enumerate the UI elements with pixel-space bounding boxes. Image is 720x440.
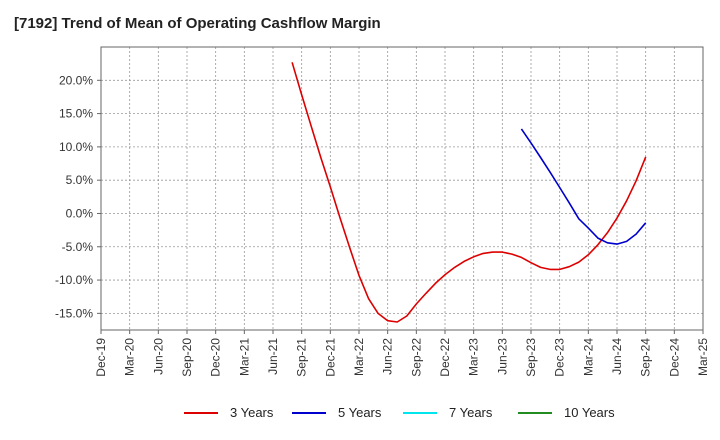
x-tick-label: Jun-21 xyxy=(266,338,280,375)
x-tick-label: Dec-20 xyxy=(209,338,223,377)
y-tick-label: 15.0% xyxy=(59,107,93,121)
legend-swatch-5-years xyxy=(292,411,326,414)
y-tick-label: -10.0% xyxy=(55,273,93,287)
x-axis-ticks: Dec-19 Mar-20 Jun-20 Sep-20 Dec-20 Mar-21 Jun-… xyxy=(94,330,710,377)
legend-item-5-years: 5 Years xyxy=(292,405,381,420)
chart-title: [7192] Trend of Mean of Operating Cashfl… xyxy=(14,15,381,32)
legend-swatch-7-years xyxy=(403,411,437,414)
x-tick-label: Dec-22 xyxy=(438,338,452,377)
y-tick-label: 20.0% xyxy=(59,73,93,87)
series-layer xyxy=(291,62,647,323)
x-tick-label: Jun-20 xyxy=(151,338,165,375)
x-tick-label: Mar-23 xyxy=(467,338,481,376)
x-tick-label: Sep-23 xyxy=(524,338,538,377)
x-tick-label: Mar-25 xyxy=(696,338,710,376)
x-tick-label: Dec-23 xyxy=(553,338,567,377)
x-tick-label: Mar-22 xyxy=(352,338,366,376)
x-tick-label: Mar-20 xyxy=(123,338,137,376)
y-axis-ticks: 20.0% 15.0% 10.0% 5.0% 0.0% -5.0% -10.0% -15.0% xyxy=(55,73,101,320)
x-tick-label: Jun-24 xyxy=(610,338,624,375)
y-tick-label: -15.0% xyxy=(55,306,93,320)
x-tick-label: Jun-22 xyxy=(381,338,395,375)
x-tick-label: Dec-21 xyxy=(323,338,337,377)
y-tick-label: 0.0% xyxy=(66,206,94,220)
legend-item-10-years: 10 Years xyxy=(518,405,615,420)
legend-label-5-years: 5 Years xyxy=(338,405,382,420)
x-tick-label: Dec-24 xyxy=(667,338,681,377)
x-tick-label: Sep-22 xyxy=(409,338,423,377)
x-tick-label: Mar-24 xyxy=(581,338,595,376)
legend-item-7-years: 7 Years xyxy=(403,405,492,420)
legend-swatch-3-years xyxy=(184,411,218,414)
legend-swatch-10-years xyxy=(518,411,552,414)
y-tick-label: 10.0% xyxy=(59,140,93,154)
plot-frame xyxy=(100,46,704,331)
legend-label-10-years: 10 Years xyxy=(564,405,615,420)
x-tick-label: Dec-19 xyxy=(94,338,108,377)
legend-item-3-years: 3 Years xyxy=(184,405,273,420)
legend-label-3-years: 3 Years xyxy=(230,405,274,420)
y-tick-label: 5.0% xyxy=(66,173,94,187)
series-line-5-years xyxy=(520,128,647,245)
series-line-3-years xyxy=(291,62,647,323)
x-tick-label: Sep-21 xyxy=(295,338,309,377)
x-tick-label: Sep-20 xyxy=(180,338,194,377)
legend-label-7-years: 7 Years xyxy=(449,405,493,420)
grid xyxy=(100,47,704,330)
x-tick-label: Sep-24 xyxy=(639,338,653,377)
x-tick-label: Mar-21 xyxy=(237,338,251,376)
legend: 3 Years 5 Years 7 Years 10 Years xyxy=(0,405,720,427)
x-tick-label: Jun-23 xyxy=(495,338,509,375)
y-tick-label: -5.0% xyxy=(62,240,94,254)
